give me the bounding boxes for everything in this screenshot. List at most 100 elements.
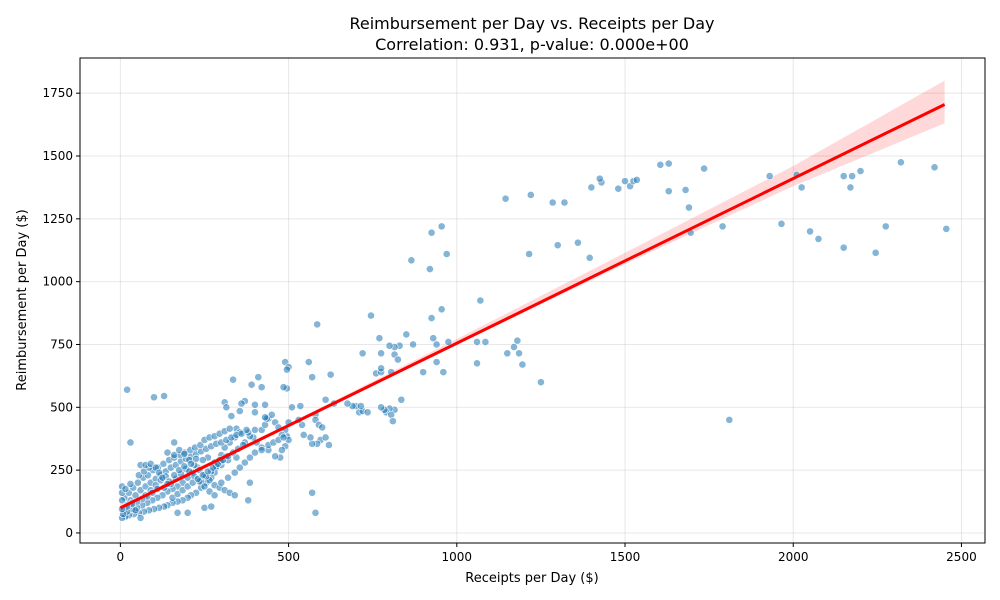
- data-point: [856, 167, 865, 175]
- data-point: [432, 358, 441, 366]
- data-point: [881, 222, 890, 231]
- data-point: [235, 463, 244, 472]
- data-point: [306, 433, 315, 442]
- data-point: [321, 395, 330, 404]
- data-point: [518, 360, 527, 369]
- data-point: [439, 368, 448, 377]
- data-point: [765, 172, 774, 181]
- data-point: [621, 177, 629, 186]
- data-point: [170, 451, 179, 459]
- y-tick-label: 250: [50, 463, 73, 477]
- data-point: [797, 183, 806, 192]
- data-point: [229, 375, 237, 384]
- data-point: [283, 365, 291, 374]
- data-point: [131, 506, 140, 515]
- data-point: [136, 513, 145, 522]
- data-point: [437, 222, 446, 231]
- data-point: [632, 175, 641, 184]
- data-point: [871, 248, 880, 257]
- data-point: [427, 228, 436, 237]
- chart-subtitle: Correlation: 0.931, p-value: 0.000e+00: [375, 35, 689, 54]
- data-point: [385, 341, 394, 350]
- data-point: [159, 459, 168, 468]
- data-point: [170, 438, 179, 447]
- data-point: [432, 340, 441, 349]
- data-point: [279, 383, 288, 392]
- data-point: [942, 224, 951, 233]
- data-point: [574, 238, 582, 247]
- data-point: [261, 400, 269, 409]
- data-point: [367, 311, 375, 320]
- x-tick-label: 0: [117, 550, 125, 564]
- data-point: [394, 355, 402, 364]
- data-point: [501, 194, 510, 203]
- data-point: [160, 392, 169, 400]
- data-point: [548, 198, 557, 207]
- data-point: [183, 508, 192, 517]
- data-point: [664, 187, 673, 196]
- data-point: [587, 183, 596, 192]
- data-point: [681, 186, 690, 194]
- data-point: [814, 235, 823, 243]
- data-point: [725, 415, 734, 424]
- data-point: [118, 496, 126, 505]
- data-point: [230, 468, 239, 477]
- data-point: [419, 368, 428, 377]
- data-point: [444, 338, 453, 346]
- data-point: [318, 423, 327, 432]
- data-point: [526, 191, 535, 199]
- plot-frame: [79, 57, 986, 544]
- regression-layer: [119, 103, 946, 510]
- data-point: [397, 395, 406, 404]
- data-point: [198, 456, 207, 464]
- data-point: [200, 482, 209, 491]
- data-point: [126, 438, 135, 447]
- data-point: [326, 370, 335, 379]
- data-point: [251, 426, 259, 434]
- data-point: [257, 446, 266, 454]
- data-point: [279, 433, 288, 442]
- data-point: [358, 349, 367, 358]
- data-point: [848, 172, 857, 181]
- data-point: [227, 412, 236, 420]
- data-point: [247, 380, 256, 389]
- data-point: [245, 453, 254, 462]
- data-point: [656, 160, 665, 169]
- data-point: [839, 243, 848, 252]
- data-point: [553, 241, 562, 250]
- data-point: [308, 488, 317, 497]
- data-point: [325, 441, 333, 449]
- y-tick-label: 750: [50, 337, 73, 351]
- y-tick-label: 1750: [42, 86, 73, 100]
- data-point: [437, 305, 446, 314]
- data-point: [196, 441, 205, 449]
- grid: [80, 58, 985, 543]
- x-axis-label: Receipts per Day ($): [465, 571, 598, 586]
- data-point: [207, 502, 216, 511]
- data-point: [476, 296, 485, 305]
- data-point: [595, 174, 604, 183]
- y-tick-label: 0: [65, 526, 73, 540]
- axes: 0 500 1000 1500 2000 2500 0 250 500 750 1000 1250 15…: [42, 57, 986, 564]
- data-point: [225, 424, 234, 433]
- data-point: [251, 400, 259, 409]
- data-point: [685, 203, 693, 212]
- data-point: [158, 473, 167, 482]
- data-point: [537, 378, 545, 387]
- data-point: [200, 503, 209, 512]
- x-tick-label: 500: [277, 550, 300, 564]
- data-point: [271, 452, 280, 461]
- data-point: [163, 448, 172, 457]
- data-point: [377, 364, 386, 373]
- data-point: [481, 338, 490, 346]
- data-point: [170, 471, 179, 480]
- data-point: [192, 454, 200, 463]
- data-point: [222, 403, 231, 412]
- data-point: [510, 343, 518, 351]
- data-point: [299, 431, 308, 439]
- y-tick-label: 1000: [42, 275, 73, 289]
- data-point: [377, 403, 386, 412]
- data-point: [311, 508, 320, 517]
- data-point: [244, 496, 253, 505]
